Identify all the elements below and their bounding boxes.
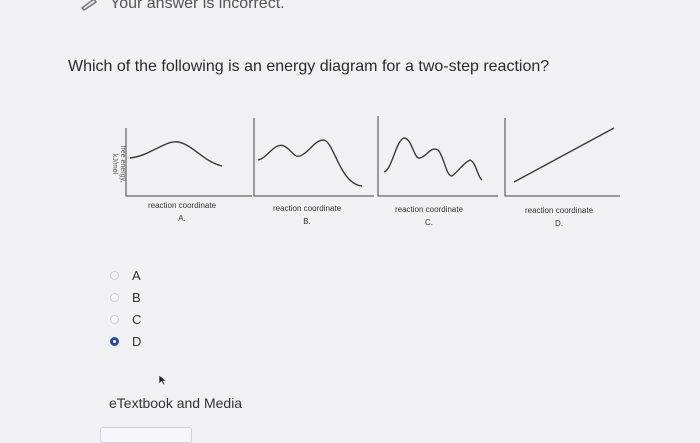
option-c[interactable]: C: [110, 308, 141, 330]
diagram-c-xlabel: reaction coordinate: [394, 205, 464, 214]
radio-b[interactable]: [110, 292, 119, 302]
diagram-b-axes: [253, 118, 374, 197]
option-c-label: C: [132, 311, 142, 327]
incorrect-icon: [80, 0, 98, 11]
diagram-a-letter: A.: [178, 214, 186, 223]
option-d-label: D: [132, 333, 142, 349]
radio-c[interactable]: [110, 314, 119, 324]
diagram-a: [125, 128, 252, 197]
option-a-label: A: [132, 267, 141, 283]
diagram-c-axes: [377, 116, 498, 197]
diagram-b: [253, 118, 374, 197]
diagram-c-curve: [383, 137, 483, 181]
diagram-d-letter: D.: [555, 219, 563, 228]
option-d[interactable]: D: [110, 330, 141, 352]
diagram-b-curve: [257, 139, 363, 187]
diagram-b-xlabel: reaction coordinate: [272, 204, 342, 213]
radio-d[interactable]: [110, 336, 119, 346]
option-b[interactable]: B: [110, 286, 141, 308]
diagram-a-axes: [125, 128, 252, 197]
diagram-a-caption: reaction coordinate A.: [117, 199, 247, 225]
diagram-c-caption: reaction coordinate C.: [364, 203, 494, 229]
option-b-label: B: [132, 289, 141, 305]
diagram-d-curve: [513, 127, 615, 183]
diagram-a-curve: [129, 141, 223, 167]
diagram-a-xlabel: reaction coordinate: [147, 201, 217, 210]
answer-status: Your answer is incorrect.: [80, 0, 285, 14]
etextbook-link[interactable]: eTextbook and Media: [109, 395, 243, 411]
diagram-d-axes: [504, 118, 620, 197]
diagram-c: [377, 116, 498, 197]
radio-a[interactable]: [110, 270, 119, 280]
diagram-d: [504, 118, 620, 197]
diagram-b-letter: B.: [303, 217, 311, 226]
diagram-d-xlabel: reaction coordinate: [524, 206, 594, 215]
diagram-c-letter: C.: [425, 218, 433, 227]
question-text: Which of the following is an energy diag…: [68, 58, 550, 75]
status-text: Your answer is incorrect.: [110, 0, 285, 12]
diagram-b-caption: reaction coordinate B.: [242, 202, 372, 228]
diagram-d-caption: reaction coordinate D.: [494, 204, 624, 230]
mouse-cursor-icon: [158, 374, 168, 386]
answer-options: A B C D: [110, 264, 141, 352]
bottom-button[interactable]: [100, 427, 192, 443]
option-a[interactable]: A: [110, 264, 141, 286]
